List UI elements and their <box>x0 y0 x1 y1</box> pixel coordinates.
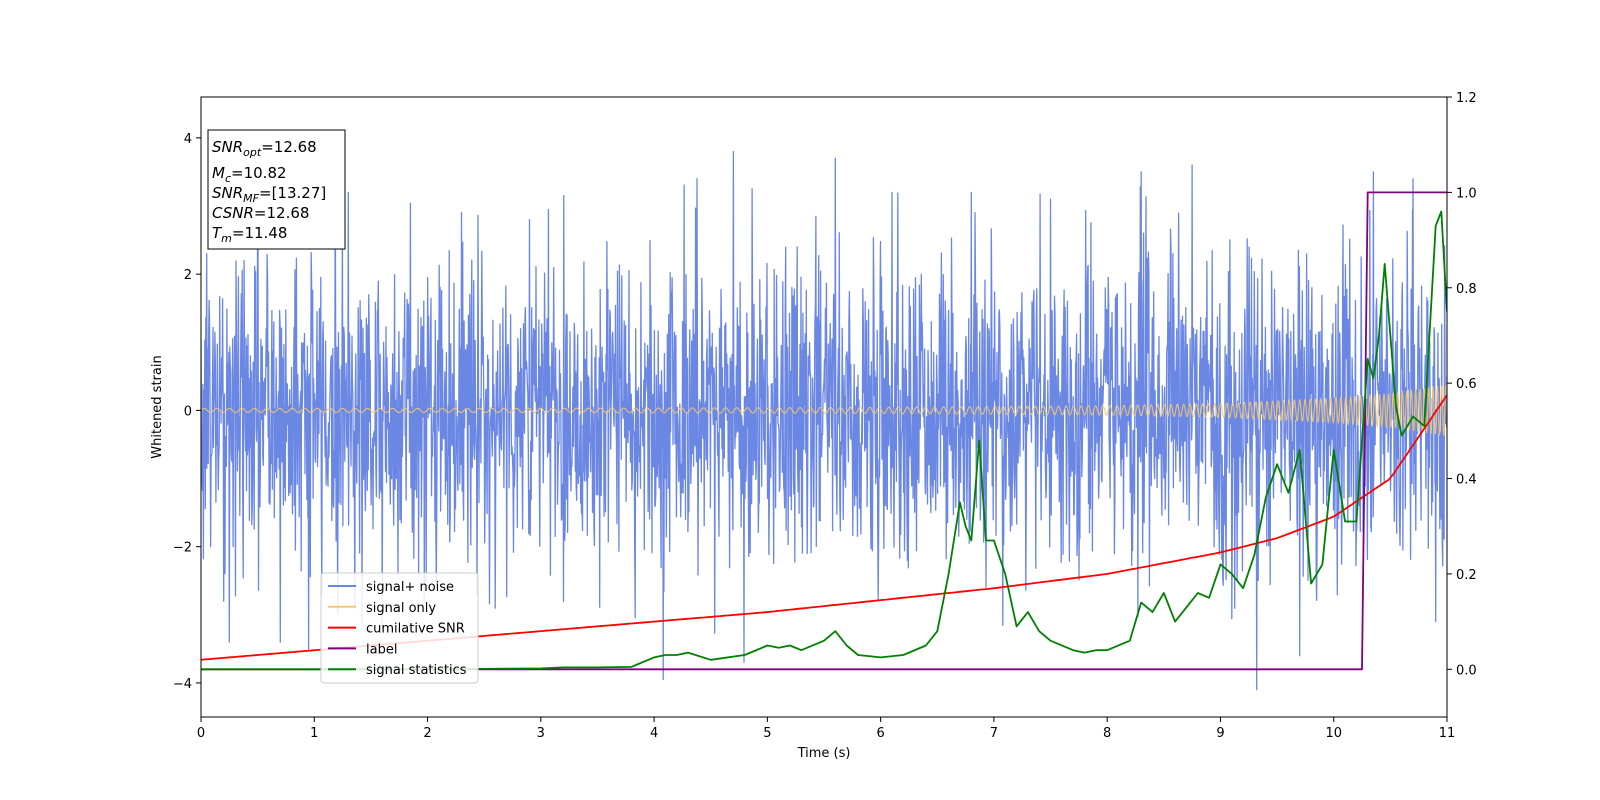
y2-tick-label: 0.8 <box>1456 282 1477 297</box>
y2-tick-label: 0.0 <box>1456 663 1477 678</box>
y2-tick-label: 0.2 <box>1456 568 1477 583</box>
y2-tick-label: 0.6 <box>1456 377 1477 392</box>
x-tick-label: 7 <box>990 726 998 741</box>
legend-item-label: signal only <box>366 601 436 616</box>
legend: signal+ noise signal only cumilative SNR la… <box>320 572 479 684</box>
legend-item-label: cumilative SNR <box>366 622 465 637</box>
series-signal-statistics-line <box>201 210 1447 671</box>
series-layer <box>201 150 1447 691</box>
x-tick-label: 5 <box>763 726 771 741</box>
legend-item-label: signal+ noise <box>366 580 454 595</box>
x-tick-label: 11 <box>1439 726 1456 741</box>
y2-axis-ticks: 0.0 0.2 0.4 0.6 0.8 1.0 1.2 <box>1447 91 1477 678</box>
y-tick-label: −4 <box>173 677 192 692</box>
x-axis-label: Time (s) <box>797 746 851 761</box>
plot-frame <box>200 96 1448 718</box>
y-tick-label: 4 <box>184 132 192 147</box>
x-tick-label: 9 <box>1216 726 1224 741</box>
y-axis-label: Whitened strain <box>150 355 165 458</box>
y-axis-ticks: −4 −2 0 2 4 <box>173 132 201 692</box>
info-tm: Tm=11.48 <box>212 224 287 245</box>
x-tick-label: 0 <box>197 726 205 741</box>
info-csnr: CSNR=12.68 <box>212 204 309 222</box>
info-chirp-mass: Mc=10.82 <box>212 164 287 185</box>
y-tick-label: −2 <box>173 541 192 556</box>
x-axis-ticks: 0 1 2 3 4 5 6 7 8 9 10 11 <box>197 717 1455 741</box>
info-box-frame <box>207 129 346 250</box>
x-tick-label: 4 <box>650 726 658 741</box>
x-tick-label: 6 <box>876 726 884 741</box>
y2-tick-label: 0.4 <box>1456 473 1477 488</box>
info-snr-mf: SNRMF=[13.27] <box>212 184 326 205</box>
y-tick-label: 0 <box>184 404 192 419</box>
y2-tick-label: 1.0 <box>1456 186 1477 201</box>
legend-frame <box>320 572 479 684</box>
x-tick-label: 8 <box>1103 726 1111 741</box>
legend-item-label: label <box>366 642 397 657</box>
series-label-line <box>201 191 1447 671</box>
info-snr-opt: SNRopt=12.68 <box>212 138 317 159</box>
x-tick-label: 2 <box>423 726 431 741</box>
x-tick-label: 3 <box>537 726 545 741</box>
y-tick-label: 2 <box>184 268 192 283</box>
x-tick-label: 1 <box>310 726 318 741</box>
y2-tick-label: 1.2 <box>1456 91 1477 106</box>
legend-item-label: signal statistics <box>366 663 467 678</box>
series-signal-only-line <box>201 384 1447 437</box>
info-box: SNRopt=12.68 Mc=10.82 SNRMF=[13.27] CSNR… <box>207 129 346 250</box>
x-tick-label: 10 <box>1325 726 1342 741</box>
